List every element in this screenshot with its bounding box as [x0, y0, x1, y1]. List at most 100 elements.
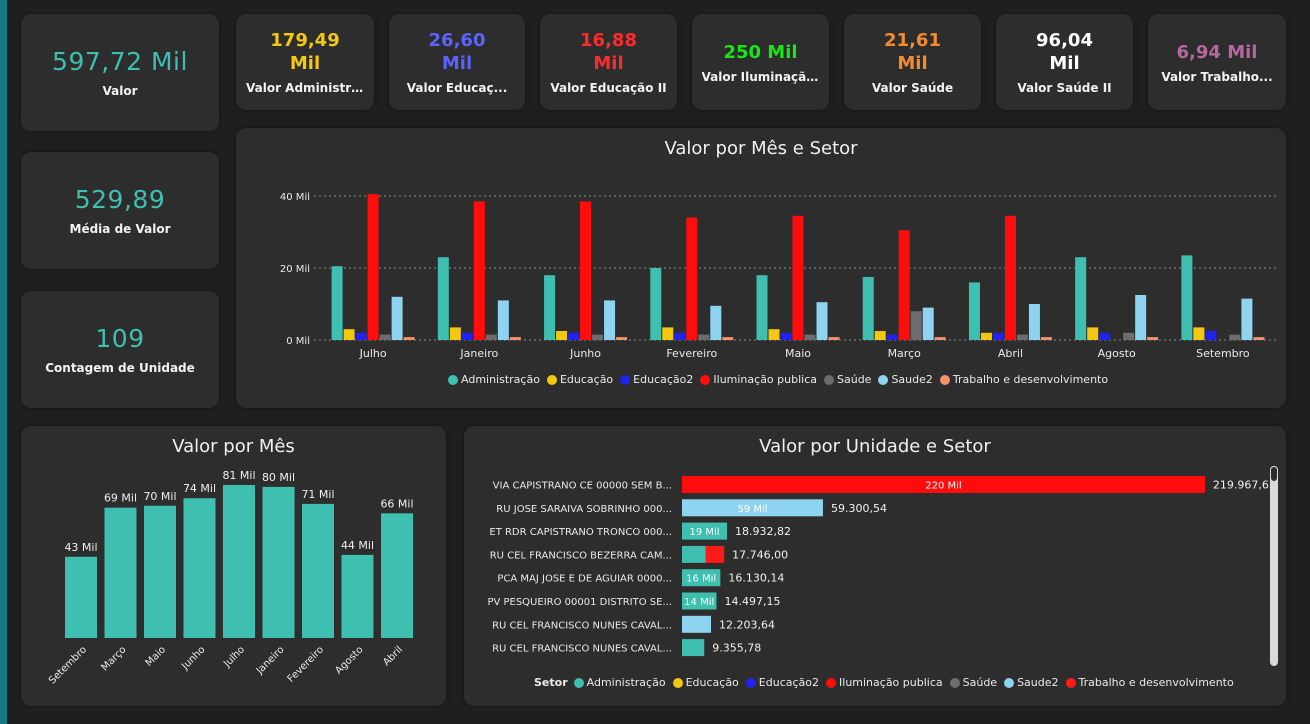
legend-label: Administração: [586, 676, 666, 689]
bar-trabalho-e-desenvolvimento: [616, 337, 628, 340]
legend-item[interactable]: Educação: [672, 676, 739, 689]
kpi-card-saude[interactable]: 21,61 Mil Valor Saúde: [844, 14, 981, 110]
unit-label: RU JOSE SARAIVA SOBRINHO 000...: [496, 504, 672, 515]
bar-trabalho-e-desenvolvimento: [722, 337, 734, 340]
y-tick-label: 0 Mil: [286, 336, 310, 347]
bar-segment: [682, 522, 728, 540]
segment-label: 14 Mil: [684, 597, 714, 608]
kpi-label: Valor Educaç...: [406, 81, 508, 95]
x-tick-label: Março: [99, 644, 128, 673]
legend-item[interactable]: Administração: [573, 676, 666, 689]
bar-iluminação-publica: [580, 201, 592, 340]
bar-educação: [662, 327, 674, 340]
legend-item[interactable]: Saúde: [949, 676, 997, 689]
legend-item[interactable]: Saude2: [1004, 676, 1059, 689]
bar-administração: [968, 282, 980, 340]
bar-saude2: [710, 305, 722, 340]
legend-item[interactable]: Iluminação publica: [700, 373, 817, 386]
bar-educação: [874, 331, 886, 340]
bar-saude2: [497, 300, 509, 340]
bar-saude2: [1028, 304, 1040, 340]
total-label: 12.203,64: [719, 618, 775, 631]
x-tick-label: Setembro: [47, 644, 89, 686]
bar: [144, 505, 176, 638]
unit-label: ET RDR CAPISTRANO TRONCO 000...: [489, 527, 672, 538]
kpi-card-administracao[interactable]: 179,49 Mil Valor Administra...: [236, 14, 374, 110]
bar-administração: [1181, 255, 1193, 340]
unit-chart-scroll-thumb[interactable]: [1270, 466, 1278, 482]
segment-label: 19 Mil: [689, 527, 719, 538]
bar-trabalho-e-desenvolvimento: [509, 337, 521, 340]
data-label: 70 Mil: [143, 490, 176, 503]
x-tick-label: Abril: [381, 644, 405, 668]
legend-item[interactable]: Educação2: [745, 676, 820, 689]
total-label: 14.497,15: [724, 595, 780, 608]
x-tick-label: Maio: [785, 347, 811, 360]
kpi-card-media-valor[interactable]: 529,89 Média de Valor: [21, 152, 219, 269]
kpi-card-contagem-unidade[interactable]: 109 Contagem de Unidade: [21, 291, 219, 408]
total-label: 18.932,82: [735, 525, 791, 538]
x-tick-label: Junho: [569, 347, 601, 360]
kpi-card-educacao-ii[interactable]: 16,88 Mil Valor Educação II: [540, 14, 677, 110]
bar-educação2: [886, 334, 898, 340]
bar-saúde: [910, 311, 922, 340]
legend-dot: [448, 374, 458, 385]
bar-saúde: [1123, 332, 1135, 340]
legend-item[interactable]: Educação: [546, 373, 614, 386]
y-tick-label: 20 Mil: [280, 264, 310, 275]
kpi-card-educacao[interactable]: 26,60 Mil Valor Educaç...: [389, 14, 525, 110]
kpi-value: 6,94 Mil: [1176, 41, 1258, 63]
bar-saude2: [391, 296, 403, 340]
unit-chart-card[interactable]: Valor por Unidade e Setor VIA CAPISTRANO…: [464, 426, 1286, 706]
segment-label: 220 Mil: [925, 481, 961, 492]
bar-segment: [682, 592, 717, 610]
total-label: 9.355,78: [712, 642, 761, 655]
bar-saúde: [804, 334, 816, 340]
total-label: 219.967,65: [1213, 479, 1276, 492]
chart-title: Valor por Mês: [172, 436, 295, 457]
month-chart-card[interactable]: Valor por Mês 43 Mil Setembro 69 Mil Março 7…: [21, 426, 446, 706]
legend-item[interactable]: Saúde: [824, 373, 871, 386]
bar-administração: [1075, 257, 1087, 340]
data-label: 69 Mil: [104, 492, 137, 505]
bar: [262, 486, 295, 638]
legend-label: Saude2: [1017, 676, 1059, 689]
unit-chart-scrollbar[interactable]: [1270, 466, 1278, 666]
legend-label: Educação: [559, 373, 614, 386]
unit-label: PV PESQUEIRO 00001 DISTRITO SE...: [487, 597, 672, 608]
legend-label: Educação2: [758, 676, 820, 689]
bar-iluminação-publica: [473, 201, 485, 340]
month-chart: 43 Mil Setembro 69 Mil Março 70 Mil Maio 74 Mi…: [47, 469, 414, 687]
bar-iluminação-publica: [792, 215, 804, 340]
legend-label: Administração: [461, 373, 540, 386]
bar-administração: [650, 268, 662, 340]
legend-item[interactable]: Saude2: [878, 373, 933, 386]
kpi-card-iluminacao[interactable]: 250 Mil Valor Iluminação...: [692, 14, 829, 110]
legend-item[interactable]: Iluminação publica: [826, 676, 943, 689]
x-tick-label: Julho: [359, 347, 387, 360]
month-sector-chart-card[interactable]: Valor por Mês e Setor 0 Mil 20 Mil 40 Mil J…: [236, 128, 1286, 408]
bar-educação2: [355, 332, 367, 340]
bar-segment: [682, 499, 823, 517]
bar: [381, 513, 413, 638]
kpi-card-saude-ii[interactable]: 96,04 Mil Valor Saúde II: [996, 14, 1133, 110]
bar: [302, 503, 334, 638]
bar-educação2: [992, 332, 1004, 340]
legend-item[interactable]: Trabalho e desenvolvimento: [1065, 676, 1234, 689]
bar-segment: [682, 569, 721, 587]
total-label: 17.746,00: [732, 548, 788, 561]
kpi-value: 597,72 Mil: [52, 47, 188, 76]
legend-item[interactable]: Administração: [448, 373, 540, 386]
legend-item[interactable]: Trabalho e desenvolvimento: [939, 373, 1108, 386]
legend-item[interactable]: Educação2: [620, 373, 693, 386]
data-label: 74 Mil: [183, 482, 216, 495]
x-tick-label: Junho: [179, 644, 207, 672]
bar-administração: [756, 275, 768, 340]
bar-segment: [682, 639, 705, 657]
kpi-card-valor[interactable]: 597,72 Mil Valor: [21, 14, 219, 131]
legend-dot: [620, 374, 631, 385]
total-label: 59.300,54: [831, 502, 887, 515]
kpi-label: Valor Iluminação...: [701, 69, 820, 84]
unit-label: VIA CAPISTRANO CE 00000 SEM B...: [493, 481, 672, 492]
kpi-card-trabalho[interactable]: 6,94 Mil Valor Trabalho...: [1148, 14, 1286, 110]
